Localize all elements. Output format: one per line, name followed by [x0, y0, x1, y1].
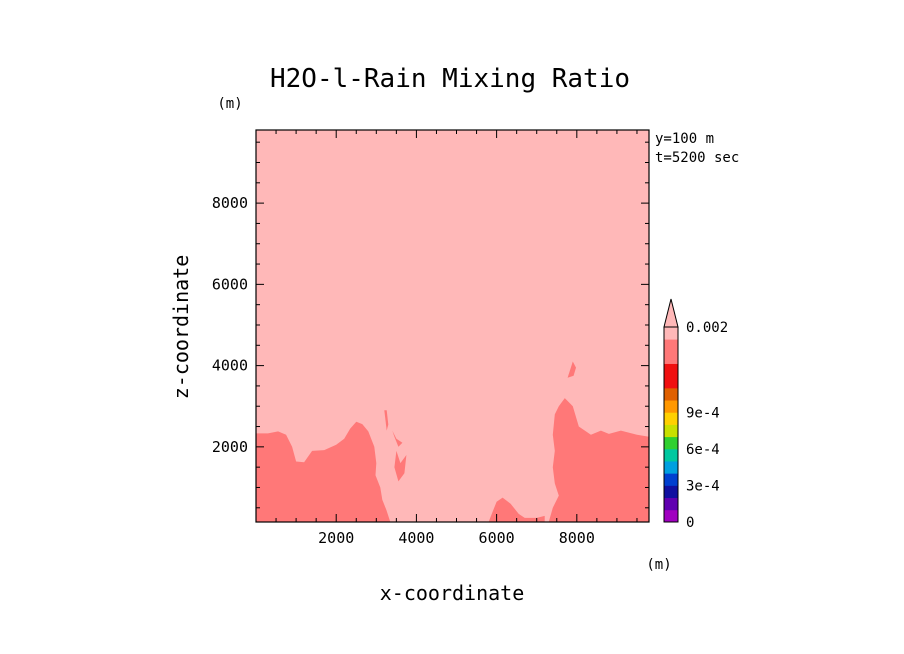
- colorbar-swatch: [664, 424, 678, 438]
- colorbar-tick-label: 0: [686, 515, 694, 531]
- annotation-t: t=5200 sec: [655, 150, 739, 166]
- colorbar-swatch: [664, 448, 678, 462]
- colorbar-swatch: [664, 351, 678, 364]
- y-tick-label: 2000: [212, 438, 248, 456]
- x-tick-labels: 2000 4000 6000 8000: [318, 529, 595, 547]
- x-unit-label: (m): [646, 557, 671, 573]
- right-lower-region: [548, 398, 649, 522]
- colorbar-extend-arrow: [663, 298, 679, 328]
- colorbar-swatch: [664, 461, 678, 474]
- x-axis-label: x-coordinate: [380, 581, 525, 605]
- chart-title: H2O-l-Rain Mixing Ratio: [270, 64, 630, 94]
- plot-frame: [255, 129, 650, 523]
- colorbar-swatch: [664, 473, 678, 486]
- axis-ticks: [256, 130, 649, 522]
- thin-sliver: [384, 410, 389, 431]
- annotation-y: y=100 m: [655, 131, 714, 147]
- colorbar-swatch: [664, 497, 678, 511]
- plot-area: [256, 130, 649, 522]
- y-tick-label: 6000: [212, 275, 248, 293]
- colorbar-swatch: [664, 375, 678, 389]
- y-unit-label: (m): [217, 96, 242, 112]
- x-tick-label: 8000: [559, 529, 595, 547]
- colorbar-swatch: [664, 363, 678, 377]
- small-patch-lower: [394, 450, 407, 482]
- y-axis-label: z-coordinate: [169, 255, 193, 400]
- y-tick-labels: 2000 4000 6000 8000: [212, 194, 248, 456]
- colorbar: 0 3e-4 6e-4 9e-4 0.002: [663, 298, 728, 531]
- upper-right-patch: [567, 361, 576, 378]
- colorbar-swatch: [664, 509, 678, 523]
- left-lower-region: [256, 421, 391, 522]
- x-tick-label: 4000: [398, 529, 434, 547]
- y-tick-label: 4000: [212, 357, 248, 375]
- y-tick-label: 8000: [212, 194, 248, 212]
- colorbar-swatch: [664, 327, 678, 340]
- colorbar-frame: [663, 326, 679, 523]
- center-bump-region: [488, 497, 545, 522]
- colorbar-tick-label: 0.002: [686, 320, 728, 336]
- colorbar-swatch: [664, 412, 678, 425]
- colorbar-tick-label: 9e-4: [686, 405, 720, 421]
- x-tick-label: 6000: [479, 529, 515, 547]
- x-tick-label: 2000: [318, 529, 354, 547]
- small-patch-upper: [392, 430, 403, 447]
- colorbar-swatch: [664, 339, 678, 352]
- colorbar-swatch: [664, 485, 678, 499]
- colorbar-swatch: [664, 387, 678, 401]
- colorbar-swatch: [664, 400, 678, 413]
- colorbar-tick-label: 3e-4: [686, 478, 720, 494]
- colorbar-tick-label: 6e-4: [686, 442, 720, 458]
- colorbar-swatch: [664, 436, 678, 450]
